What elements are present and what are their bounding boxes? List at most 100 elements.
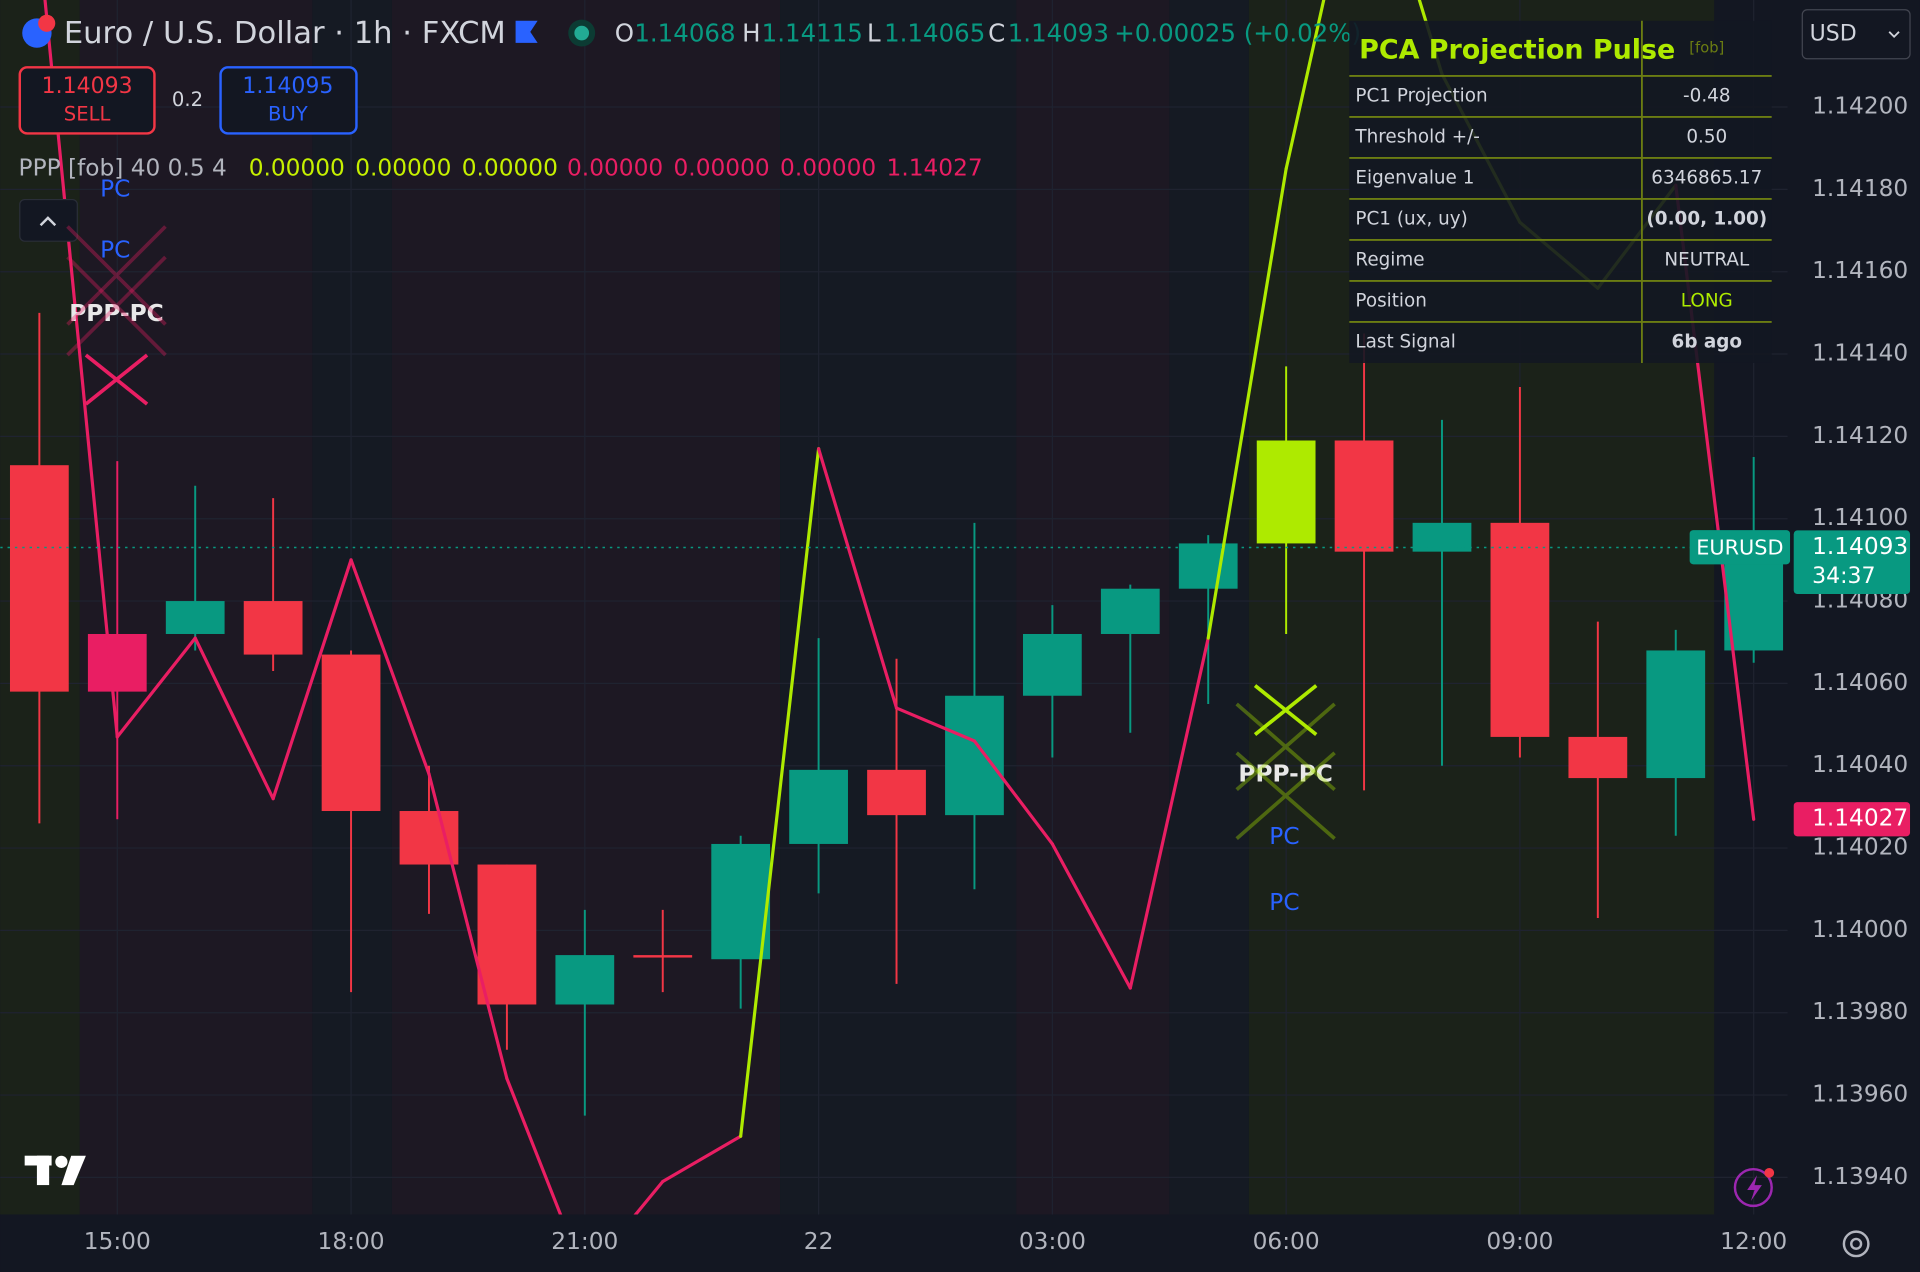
panel-value: 6b ago [1672, 331, 1742, 352]
dropdown-icon [1888, 31, 1900, 39]
price-badge [1793, 530, 1911, 595]
projection-line [633, 1179, 665, 1215]
projection-line [739, 447, 821, 1138]
y-tick-label: 1.14020 [1812, 834, 1908, 861]
chevron [39, 216, 57, 227]
y-tick-label: 1.14000 [1812, 916, 1908, 943]
panel-label: Last Signal [1355, 331, 1455, 352]
signal-label: PC [100, 175, 130, 202]
y-tick-label: 1.14120 [1812, 422, 1908, 449]
line-badge-text: 1.14027 [1812, 805, 1908, 832]
candle-body [477, 864, 537, 1005]
candle-body [555, 955, 615, 1005]
ui: Euro / U.S. Dollar · 1h · FXCM O 1.14068… [18, 9, 1911, 1258]
projection-line [427, 772, 509, 1081]
x-tick-label: 21:00 [551, 1228, 618, 1255]
flag [515, 20, 538, 43]
y-tick-label: 1.14100 [1812, 504, 1908, 531]
panel-value: 0.50 [1686, 126, 1727, 147]
ohlc-key: O [615, 18, 634, 47]
x-tick-label: 06:00 [1253, 1228, 1320, 1255]
projection-line [1128, 636, 1210, 990]
x-tick-label: 12:00 [1720, 1228, 1787, 1255]
projection-line [894, 706, 977, 743]
projection-line [817, 447, 899, 710]
y-tick-label: 1.14040 [1812, 751, 1908, 778]
indicator-value: 0.00000 [462, 154, 558, 181]
indicator-value: 0.00000 [567, 154, 663, 181]
x-tick-label: 09:00 [1486, 1228, 1553, 1255]
ohlc-key: C [988, 18, 1005, 47]
countdown: 34:37 [1812, 564, 1875, 589]
panel-label: Eigenvalue 1 [1355, 167, 1474, 188]
symbol-title: Euro / U.S. Dollar · 1h · FXCM [64, 16, 506, 51]
ohlc-key: H [742, 18, 760, 47]
buy-price: 1.14095 [242, 74, 333, 99]
buy-label: BUY [268, 103, 308, 126]
panel-value: 6346865.17 [1651, 167, 1762, 188]
candle-body [711, 843, 771, 960]
y-tick-label: 1.13940 [1812, 1163, 1908, 1190]
x-tick-label: 03:00 [1019, 1228, 1086, 1255]
x-tick-label: 15:00 [84, 1228, 151, 1255]
panel-tag: [fob] [1689, 39, 1724, 56]
projection-line [661, 1134, 743, 1184]
candle-body [633, 955, 693, 958]
panel-label: PC1 (ux, uy) [1355, 208, 1467, 229]
currency: USD [1810, 21, 1857, 46]
ohlc-value: 1.14093 [1008, 18, 1109, 47]
indicator-value: 0.00000 [355, 154, 451, 181]
indicator-value: 1.14027 [887, 154, 983, 181]
candle-body [9, 465, 69, 692]
candle-body [1022, 633, 1082, 696]
notification-dot [1764, 1167, 1775, 1178]
projection-line [505, 1077, 563, 1215]
projection-line [193, 636, 275, 801]
signal-label: PC [1269, 889, 1299, 916]
indicator-value: 0.00000 [674, 154, 770, 181]
y-tick-label: 1.14180 [1812, 175, 1908, 202]
sell-label: SELL [64, 103, 111, 126]
y-tick-label: 1.13980 [1812, 998, 1908, 1025]
ohlc-value: 1.14065 [884, 18, 985, 47]
projection-line [972, 739, 1054, 846]
x-tick-label: 22 [804, 1228, 834, 1255]
panel-label: Threshold +/- [1354, 126, 1480, 147]
candle-body [867, 769, 926, 816]
settings-icon[interactable] [1842, 1230, 1870, 1258]
indicator-name: PPP [fob] 40 0.5 4 [19, 154, 227, 181]
signal-label: PC [100, 236, 130, 263]
candle-body [945, 695, 1004, 816]
panel-value: (0.00, 1.00) [1646, 208, 1767, 229]
candle-body [1100, 588, 1160, 634]
currency-button[interactable] [1801, 9, 1911, 60]
symbol-icon [38, 14, 56, 32]
panel-bg [1349, 20, 1772, 363]
candle-body [1256, 440, 1316, 544]
buy-button[interactable] [219, 66, 358, 135]
collapse-button[interactable] [19, 198, 78, 242]
panel-label: Position [1355, 290, 1426, 311]
ohlc-value: 1.14068 [634, 18, 735, 47]
candle-body [165, 601, 225, 634]
candle-body [1490, 522, 1550, 737]
signal-label: PPP-PC [1238, 760, 1332, 787]
projection-line [271, 558, 353, 801]
y-tick-label: 1.14140 [1812, 340, 1908, 367]
sell-button[interactable] [18, 66, 156, 135]
projection-line [115, 636, 197, 739]
lightning-icon[interactable] [1733, 1167, 1773, 1208]
panel-label: PC1 Projection [1355, 85, 1487, 106]
y-tick-label: 1.14200 [1812, 93, 1908, 120]
indicator-value: 0.00000 [780, 154, 876, 181]
candle-body [321, 654, 381, 812]
tv-logo [24, 1155, 86, 1186]
candle-body [87, 633, 147, 692]
line-badge [1793, 802, 1911, 837]
projection-line [1284, 0, 1326, 171]
price-badge-text: 1.14093 [1812, 533, 1908, 560]
status-dot [574, 25, 590, 41]
lightning-icon [1747, 1175, 1762, 1201]
